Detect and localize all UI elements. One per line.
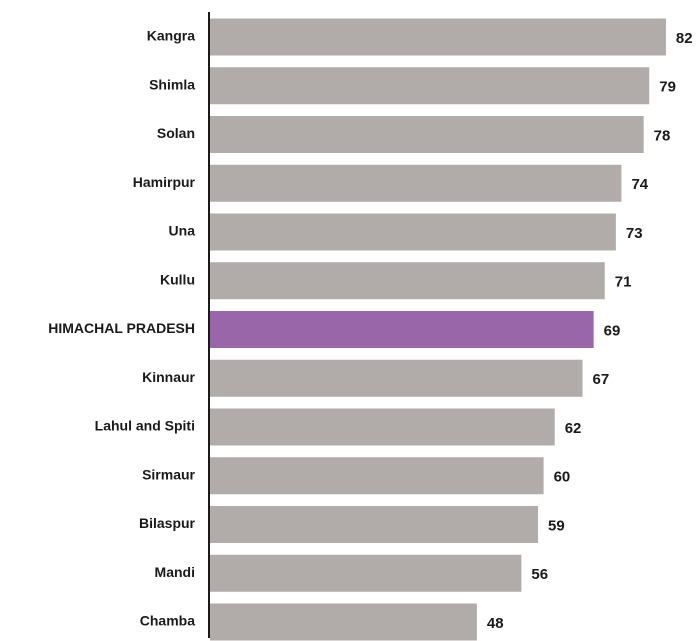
bar: [210, 554, 522, 592]
value-label: 73: [626, 225, 643, 242]
bar: [210, 359, 583, 397]
bar: [210, 603, 477, 641]
category-label: Chamba: [140, 613, 195, 629]
value-label: 82: [676, 30, 693, 47]
value-label: 60: [554, 469, 571, 486]
category-label: Mandi: [155, 564, 195, 580]
bar: [210, 408, 555, 446]
bar: [210, 262, 605, 300]
category-label: Kullu: [160, 271, 195, 287]
bar: [210, 506, 539, 543]
category-label: Hamirpur: [133, 174, 196, 190]
bar: [210, 213, 616, 251]
category-label: Solan: [157, 125, 195, 141]
value-label: 67: [593, 371, 610, 388]
category-label: Kinnaur: [142, 369, 195, 385]
category-label: Sirmaur: [142, 466, 195, 482]
category-label: Lahul and Spiti: [95, 418, 195, 434]
value-label: 79: [659, 79, 676, 96]
bar: [210, 164, 622, 202]
bar: [210, 18, 666, 56]
value-label: 69: [604, 322, 621, 339]
value-label: 78: [654, 127, 671, 144]
bar: [210, 457, 544, 495]
bar: [210, 116, 644, 153]
category-label: Bilaspur: [139, 515, 196, 531]
value-label: 71: [615, 274, 632, 291]
value-label: 62: [565, 420, 582, 437]
value-label: 56: [531, 566, 548, 583]
category-label: Shimla: [149, 76, 195, 92]
value-label: 59: [548, 517, 565, 534]
category-label: Una: [169, 223, 196, 239]
value-label: 48: [487, 615, 504, 632]
category-label: Kangra: [147, 28, 195, 44]
category-label: HIMACHAL PRADESH: [48, 320, 195, 336]
bar: [210, 67, 650, 105]
value-label: 74: [631, 176, 648, 193]
bar: [210, 311, 594, 348]
